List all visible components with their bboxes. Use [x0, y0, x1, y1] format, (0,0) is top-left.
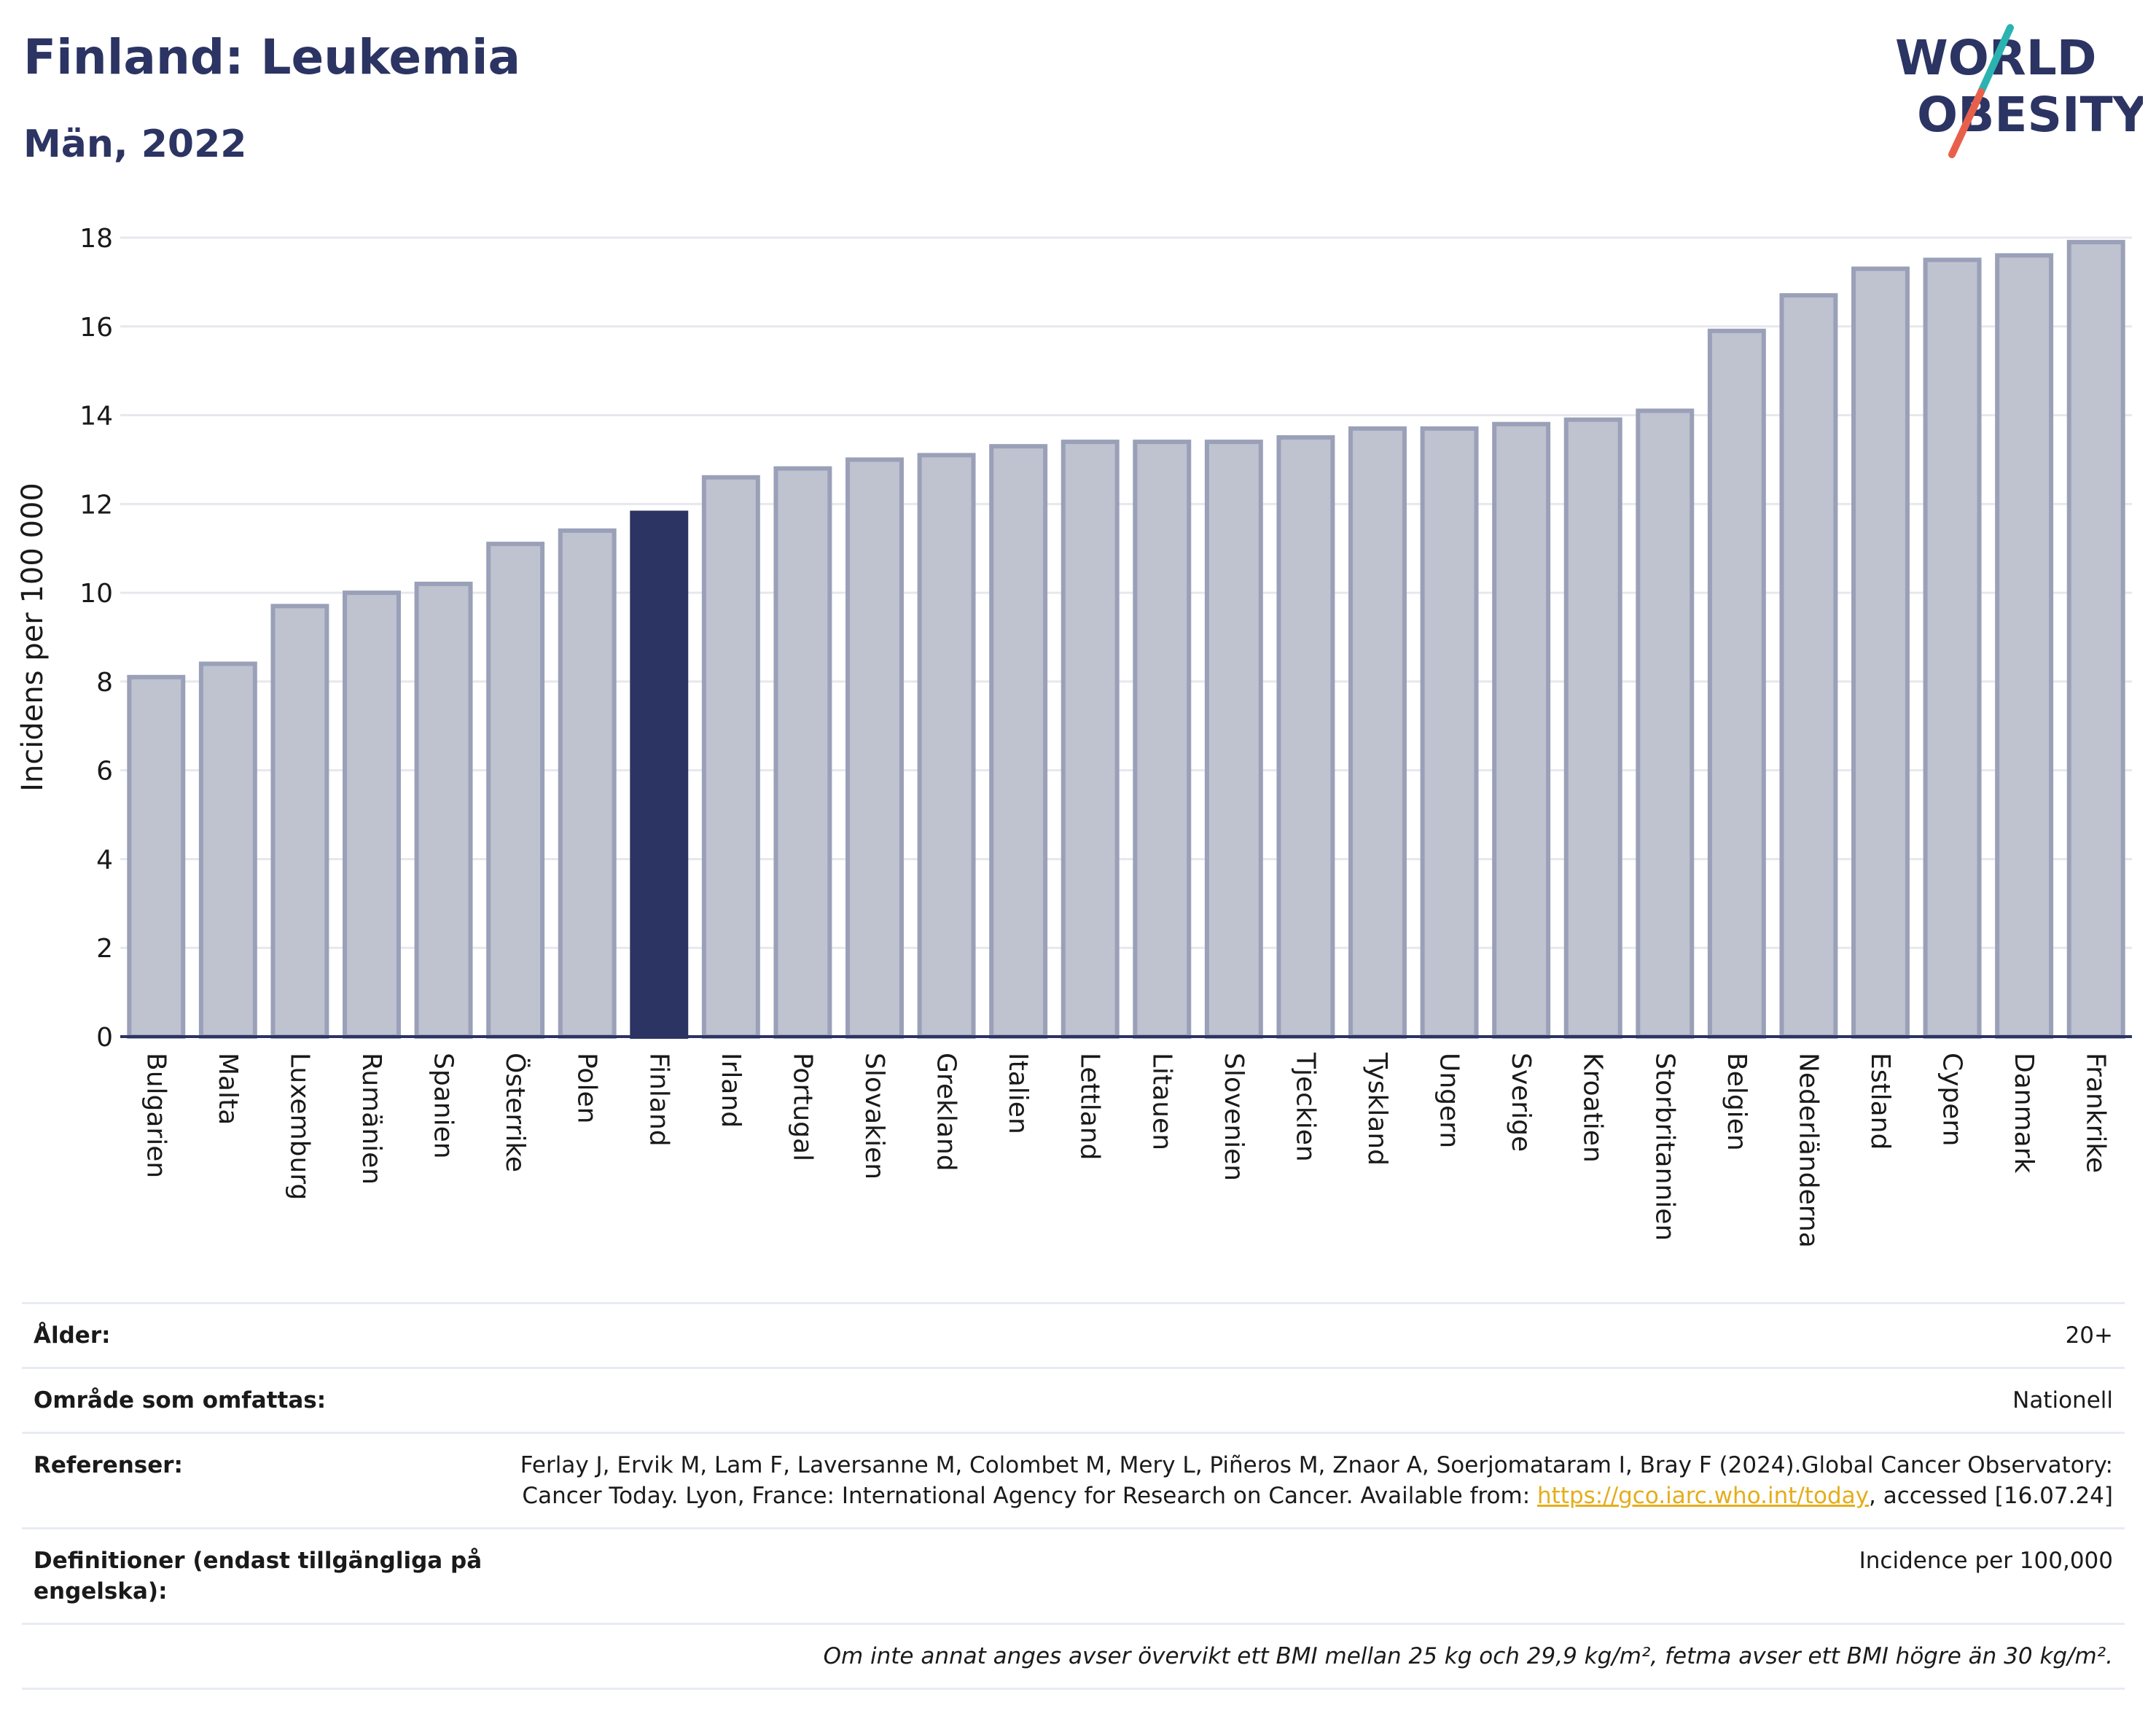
bar-frankrike: [2066, 240, 2125, 1040]
x-label-estland: Estland: [1865, 1053, 1895, 1150]
y-tick-label: 2: [96, 934, 113, 964]
info-row-note: Om inte annat anges avser övervikt ett B…: [22, 1623, 2125, 1690]
logo-slash-bottom: [1948, 88, 1985, 158]
y-tick-label: 10: [79, 579, 113, 609]
y-tick-label: 6: [96, 757, 113, 787]
bar-irland: [701, 475, 760, 1039]
x-label-frankrike: Frankrike: [2081, 1053, 2111, 1173]
bar-luxemburg: [270, 604, 329, 1039]
area-value: Nationell: [2012, 1387, 2113, 1414]
y-tick-label: 18: [79, 224, 113, 254]
bar-italien: [989, 444, 1048, 1039]
x-label-luxemburg: Luxemburg: [284, 1053, 314, 1200]
x-label-rumänien: Rumänien: [356, 1053, 386, 1185]
age-value: 20+: [2065, 1322, 2113, 1349]
x-label-spanien: Spanien: [429, 1053, 458, 1159]
bar-tyskland: [1348, 426, 1407, 1040]
y-tick-label: 16: [79, 313, 113, 343]
bar-sverige: [1492, 421, 1551, 1039]
page-title: Finland: Leukemia: [23, 29, 521, 85]
x-label-slovakien: Slovakien: [859, 1053, 889, 1180]
age-label: Ålder:: [34, 1322, 111, 1349]
bar-litauen: [1133, 440, 1192, 1040]
bar-grekland: [917, 453, 976, 1040]
page-subtitle: Män, 2022: [23, 122, 247, 166]
y-tick-label: 14: [79, 402, 113, 432]
x-category-labels: Bulgarien Malta Luxemburg Rumänien Spanien Ös…: [141, 1052, 2110, 1248]
info-table: Ålder: 20+ Område som omfattas: Nationel…: [22, 1302, 2125, 1690]
bar-spanien: [414, 581, 473, 1039]
bar-finland: [630, 510, 689, 1039]
bar-portugal: [773, 466, 832, 1040]
x-label-sverige: Sverige: [1506, 1053, 1536, 1152]
y-tick-label: 12: [79, 490, 113, 520]
y-tick-label: 0: [96, 1023, 113, 1053]
info-row-area: Område som omfattas: Nationell: [22, 1367, 2125, 1432]
x-label-bulgarien: Bulgarien: [141, 1053, 171, 1178]
x-label-tyskland: Tyskland: [1362, 1052, 1392, 1166]
bar-nederländerna: [1779, 293, 1838, 1039]
x-label-slovenien: Slovenien: [1219, 1053, 1249, 1181]
x-label-storbritannien: Storbritannien: [1649, 1053, 1679, 1241]
x-label-polen: Polen: [572, 1053, 602, 1123]
x-label-irland: Irland: [716, 1053, 746, 1128]
x-label-finland: Finland: [644, 1053, 673, 1147]
bmi-note: Om inte annat anges avser övervikt ett B…: [823, 1643, 2113, 1669]
x-label-litauen: Litauen: [1147, 1053, 1176, 1150]
logo-line-2: OBESITY: [1917, 87, 2143, 143]
x-label-nederländerna: Nederländerna: [1793, 1053, 1823, 1248]
bar-bulgarien: [127, 674, 186, 1039]
x-label-malta: Malta: [213, 1053, 243, 1125]
info-row-references: Referenser: Ferlay J, Ervik M, Lam F, La…: [22, 1432, 2125, 1527]
bar-estland: [1851, 266, 1910, 1040]
y-tick-labels: 0 2 4 6 8 10 12 14 16 18: [79, 224, 113, 1053]
references-suffix: , accessed [16.07.24]: [1868, 1483, 2113, 1509]
bar-slovenien: [1204, 440, 1263, 1040]
bar-kroatien: [1563, 417, 1622, 1039]
definitions-value: Incidence per 100,000: [1859, 1548, 2113, 1574]
x-label-belgien: Belgien: [1722, 1053, 1751, 1151]
x-label-kroatien: Kroatien: [1578, 1053, 1608, 1163]
x-label-danmark: Danmark: [2009, 1053, 2039, 1174]
bar-lettland: [1061, 440, 1120, 1040]
x-label-cypern: Cypern: [1937, 1053, 1967, 1146]
info-row-age: Ålder: 20+: [22, 1302, 2125, 1367]
x-label-ungern: Ungern: [1434, 1053, 1464, 1148]
y-tick-label: 4: [96, 845, 113, 875]
area-label: Område som omfattas:: [34, 1387, 327, 1414]
x-label-grekland: Grekland: [931, 1053, 961, 1171]
bar-malta: [198, 661, 257, 1039]
bar-polen: [558, 528, 617, 1040]
y-axis-title: Incidens per 100 000: [16, 483, 50, 792]
x-label-lettland: Lettland: [1075, 1053, 1105, 1161]
bar-danmark: [1995, 253, 2054, 1039]
references-value: Ferlay J, Ervik M, Lam F, Laversanne M, …: [500, 1450, 2113, 1511]
x-label-portugal: Portugal: [787, 1053, 817, 1161]
bars: [120, 240, 2132, 1040]
bar-rumänien: [343, 590, 401, 1039]
references-label: Referenser:: [34, 1452, 183, 1478]
bar-österrike: [486, 542, 545, 1039]
references-text: Ferlay J, Ervik M, Lam F, Laversanne M, …: [520, 1452, 2113, 1509]
x-label-italien: Italien: [1003, 1053, 1033, 1134]
bar-storbritannien: [1636, 408, 1695, 1039]
bar-slovakien: [845, 457, 904, 1039]
definitions-label: Definitioner (endast tillgängliga på eng…: [34, 1548, 483, 1605]
bar-chart: 0 2 4 6 8 10 12 14 16 18 Bulgarien Malta Luxemburg R…: [16, 224, 2132, 1248]
world-obesity-logo: WORLD OBESITY: [1895, 24, 2143, 158]
bar-tjeckien: [1276, 435, 1335, 1039]
y-tick-label: 8: [96, 668, 113, 698]
info-row-definitions: Definitioner (endast tillgängliga på eng…: [22, 1527, 2125, 1623]
bar-cypern: [1923, 257, 1982, 1039]
x-label-tjeckien: Tjeckien: [1290, 1052, 1320, 1162]
references-link[interactable]: https://gco.iarc.who.int/today: [1537, 1483, 1869, 1509]
bar-belgien: [1707, 328, 1766, 1040]
logo-slash-top: [1977, 24, 2014, 95]
bar-ungern: [1420, 426, 1479, 1040]
x-label-österrike: Österrike: [500, 1053, 531, 1172]
